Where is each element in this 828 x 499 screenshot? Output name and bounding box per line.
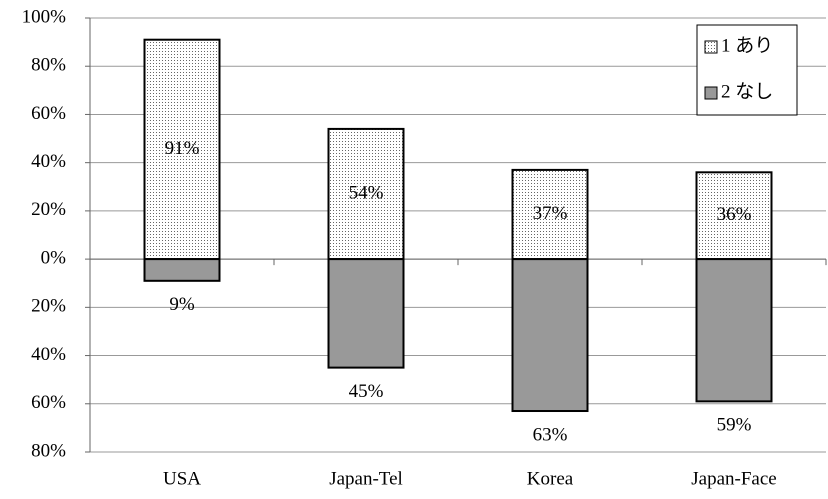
- y-tick-label: 100%: [22, 6, 67, 27]
- y-tick-label: 20%: [31, 199, 66, 220]
- x-tick-label: USA: [163, 468, 201, 489]
- x-tick-label: Japan-Face: [691, 468, 776, 489]
- value-label: 54%: [349, 182, 384, 203]
- value-label: 91%: [165, 138, 200, 159]
- x-tick-label: Korea: [527, 468, 574, 489]
- legend-label: 1 あり: [721, 35, 773, 56]
- y-tick-label: 40%: [31, 344, 66, 365]
- legend-swatch: [704, 40, 718, 54]
- legend-swatch: [704, 86, 718, 100]
- bar: [511, 168, 589, 261]
- bar: [327, 127, 405, 261]
- value-label: 45%: [349, 381, 384, 402]
- bar: [143, 38, 221, 261]
- y-tick-label: 20%: [31, 296, 66, 317]
- bar: [695, 171, 773, 261]
- bar: [327, 258, 405, 369]
- bar: [511, 258, 589, 413]
- value-label: 9%: [169, 294, 195, 315]
- bar: [695, 258, 773, 403]
- y-tick-label: 60%: [31, 392, 66, 413]
- y-tick-label: 80%: [31, 440, 66, 461]
- legend-box: [696, 24, 798, 116]
- value-label: 36%: [717, 204, 752, 225]
- y-tick-label: 60%: [31, 103, 66, 124]
- value-label: 59%: [717, 415, 752, 436]
- x-tick-label: Japan-Tel: [329, 468, 403, 489]
- bar: [143, 258, 221, 282]
- legend-label: 2 なし: [721, 81, 773, 102]
- y-tick-label: 0%: [41, 247, 67, 268]
- value-label: 63%: [533, 424, 568, 445]
- y-tick-label: 40%: [31, 151, 66, 172]
- value-label: 37%: [533, 203, 568, 224]
- y-tick-label: 80%: [31, 55, 66, 76]
